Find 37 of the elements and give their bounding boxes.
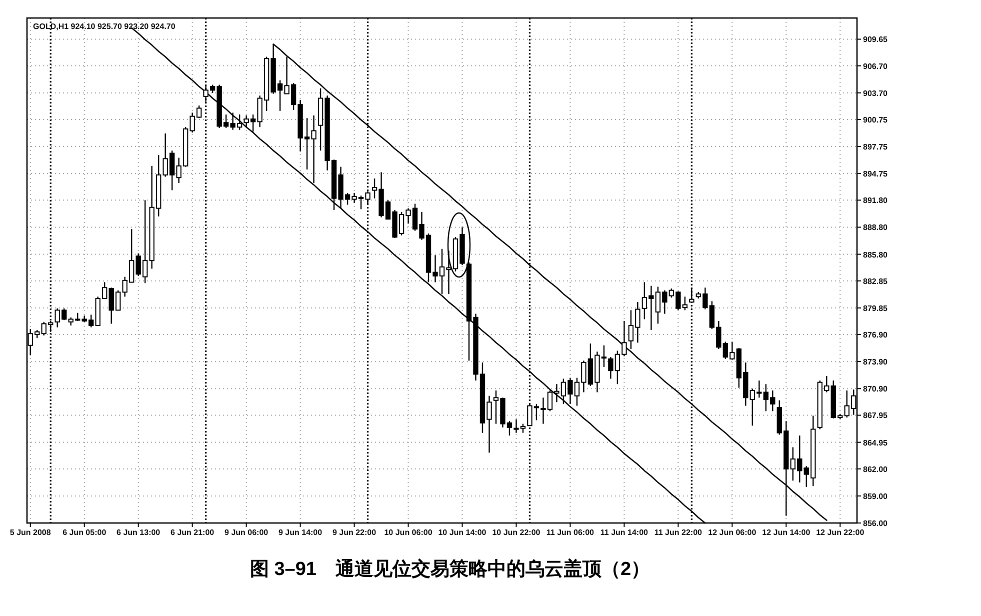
x-tick-label: 10 Jun 06:00 [384, 528, 433, 537]
y-tick-label: 873.90 [863, 358, 888, 367]
x-tick-label: 12 Jun 06:00 [708, 528, 757, 537]
y-tick-label: 859.00 [863, 492, 888, 501]
y-tick-label: 879.85 [863, 304, 888, 313]
x-tick-label: 12 Jun 14:00 [762, 528, 811, 537]
y-tick-label: 870.90 [863, 384, 888, 394]
y-tick-label: 864.95 [863, 438, 888, 448]
y-tick-label: 900.75 [863, 115, 888, 124]
y-tick-label: 856.00 [863, 519, 888, 528]
y-tick-label: 876.90 [863, 330, 888, 340]
x-tick-label: 9 Jun 14:00 [278, 528, 323, 537]
x-tick-label: 12 Jun 22:00 [816, 528, 865, 537]
y-tick-label: 903.70 [863, 88, 888, 98]
x-tick-label: 11 Jun 14:00 [600, 528, 649, 537]
x-tick-label: 9 Jun 06:00 [224, 528, 269, 537]
y-tick-label: 909.65 [863, 35, 888, 44]
y-tick-label: 867.95 [863, 411, 888, 420]
x-tick-label: 11 Jun 22:00 [654, 528, 703, 537]
y-tick-label: 894.75 [863, 170, 888, 179]
title: 图 3–91 通道见位交易策略中的乌云盖顶（2） [250, 559, 650, 580]
y-tick-label: 885.80 [863, 250, 888, 260]
x-tick-label: 10 Jun 14:00 [438, 528, 487, 537]
x-tick-label: 6 Jun 13:00 [116, 528, 161, 537]
y-tick-label: 888.80 [863, 223, 888, 232]
x-tick-label: 6 Jun 05:00 [62, 528, 107, 537]
y-tick-label: 897.75 [863, 142, 888, 152]
x-tick-label: 5 Jun 2008 [10, 528, 52, 537]
y-tick-label: 891.80 [863, 196, 888, 206]
y-tick-label: 906.70 [863, 62, 888, 71]
subtitle: GOLD,H1 924.10 925.70 923.20 924.70 [33, 22, 176, 31]
x-tick-label: 9 Jun 22:00 [332, 528, 377, 537]
y-tick-label: 882.85 [863, 276, 888, 286]
x-tick-label: 6 Jun 21:00 [170, 528, 215, 537]
y-tick-label: 862.00 [863, 464, 888, 474]
x-tick-label: 10 Jun 22:00 [492, 528, 541, 537]
x-tick-label: 11 Jun 06:00 [546, 528, 595, 537]
